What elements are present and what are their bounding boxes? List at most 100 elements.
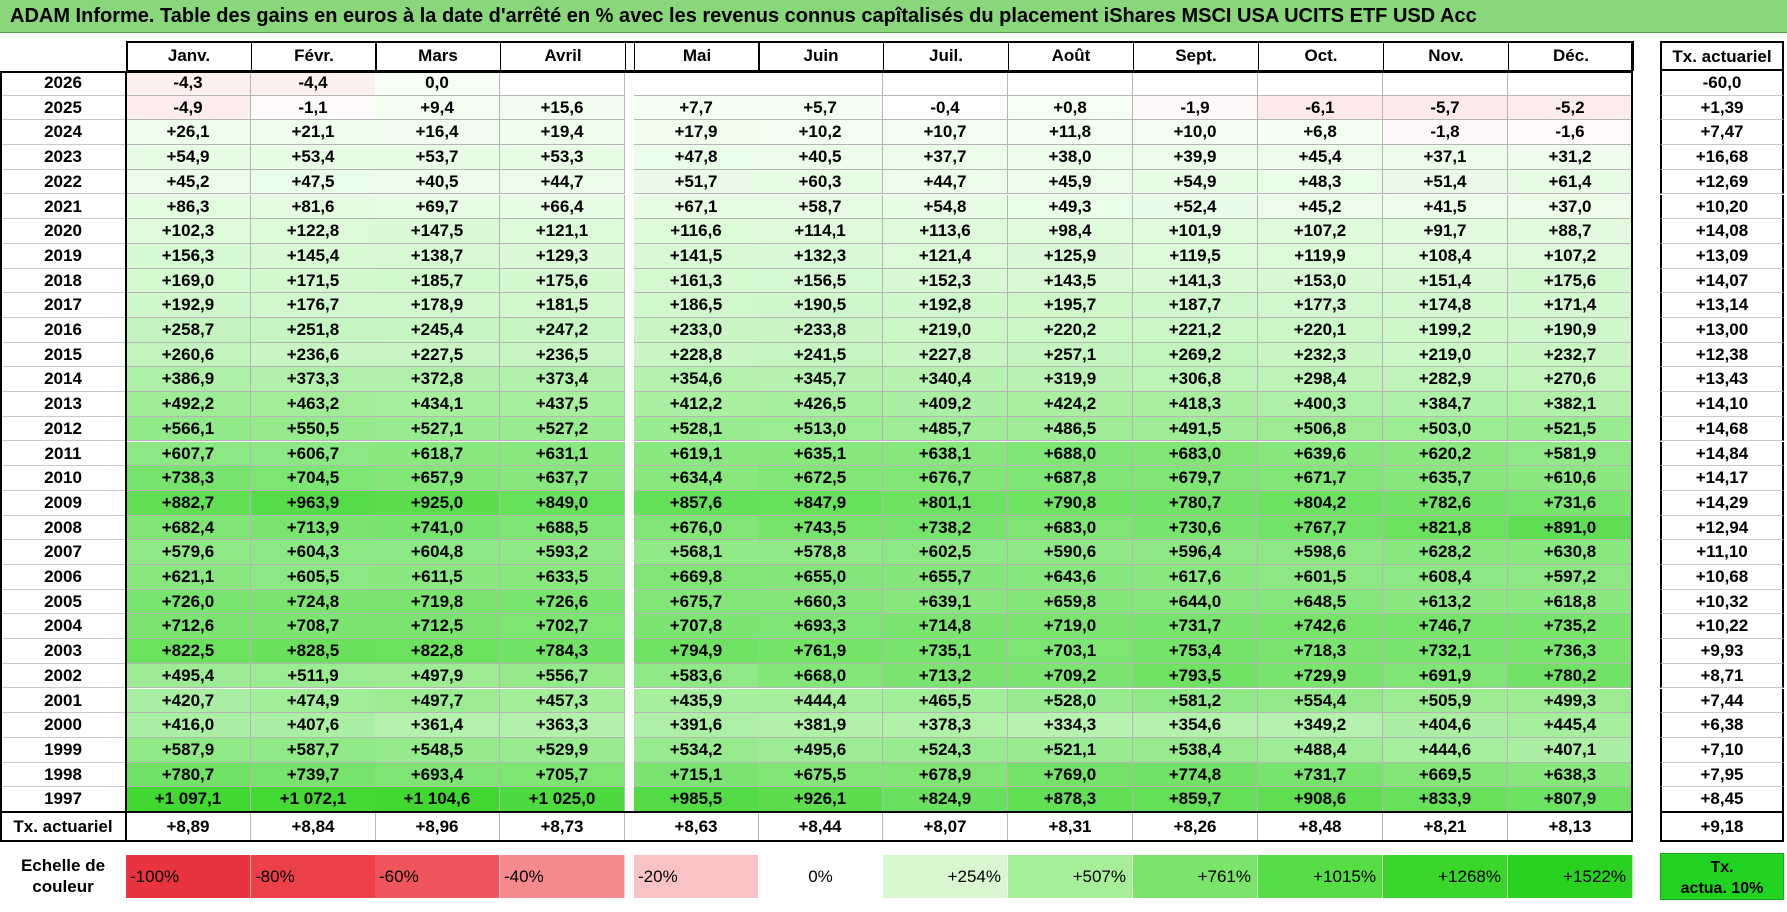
gain-cell: +39,9 (1133, 145, 1258, 170)
gain-cell: +221,2 (1133, 318, 1258, 343)
gain-cell: +122,8 (251, 219, 376, 244)
gain-cell: +790,8 (1008, 490, 1133, 516)
gain-cell: +363,3 (500, 713, 625, 738)
gain-cell: +687,8 (1008, 466, 1133, 491)
gain-cell: +257,1 (1008, 342, 1133, 368)
actuarial-rate-cell: +14,10 (1660, 392, 1784, 417)
gain-cell: +635,1 (758, 441, 883, 467)
footer-rate-cell: +8,63 (634, 812, 759, 842)
gain-cell: +497,9 (375, 663, 500, 689)
gain-cell: +138,7 (375, 243, 500, 269)
year-label: 2000 (0, 713, 126, 738)
gain-cell: +742,6 (1258, 614, 1383, 640)
gain-cell: +119,9 (1258, 243, 1383, 269)
legend-label-line2: couleur (32, 877, 94, 896)
footer-rate-cell: +8,73 (500, 812, 625, 842)
gain-cell: +10,7 (883, 120, 1008, 146)
gain-cell: +648,5 (1258, 589, 1383, 615)
gain-cell: +849,0 (500, 490, 625, 516)
gain-cell: +195,7 (1008, 293, 1133, 318)
gain-cell: +503,0 (1383, 416, 1508, 442)
gain-cell: +708,7 (251, 614, 376, 640)
gain-cell: +611,5 (375, 565, 500, 590)
gain-cell: +556,7 (500, 663, 625, 689)
gain-cell: +847,9 (758, 490, 883, 516)
gain-cell: +171,4 (1508, 293, 1633, 318)
gain-cell: -1,9 (1133, 95, 1258, 121)
gain-cell: +44,7 (883, 169, 1008, 195)
gain-cell: +16,4 (375, 120, 500, 146)
gain-cell: +227,8 (883, 342, 1008, 368)
legend-step: -20% (634, 855, 759, 898)
gain-cell: +306,8 (1133, 367, 1258, 393)
actuarial-rate-cell: +7,44 (1660, 688, 1784, 714)
gain-cell: +633,5 (500, 565, 625, 590)
gain-cell: +527,2 (500, 416, 625, 442)
gain-cell: +807,9 (1508, 787, 1633, 812)
legend-step: +1015% (1258, 855, 1383, 898)
actuarial-rate-cell: +8,71 (1660, 663, 1784, 689)
month-header: Juin (758, 41, 884, 71)
gain-cell: +114,1 (758, 219, 883, 244)
month-header: Sept. (1133, 41, 1259, 71)
actuarial-rate-cell: +12,69 (1660, 169, 1784, 195)
gain-cell: +878,3 (1008, 787, 1133, 812)
gain-cell: +693,4 (375, 762, 500, 788)
gain-cell: +782,6 (1383, 490, 1508, 516)
gain-cell: +236,6 (251, 342, 376, 368)
year-label: 2004 (0, 614, 126, 640)
gain-cell: +891,0 (1508, 515, 1633, 541)
legend-step: -100% (126, 855, 251, 898)
gain-cell: +282,9 (1383, 367, 1508, 393)
gain-cell: +505,9 (1383, 688, 1508, 714)
gain-cell: +743,5 (758, 515, 883, 541)
month-header: Mai (634, 41, 760, 71)
actuarial-rate-cell: +10,32 (1660, 589, 1784, 615)
gain-cell: +40,5 (758, 145, 883, 170)
gain-cell: +579,6 (126, 540, 251, 565)
gain-cell: +340,4 (883, 367, 1008, 393)
gain-cell: +780,2 (1508, 663, 1633, 689)
gain-cell (1008, 71, 1133, 96)
gain-cell (1383, 71, 1508, 96)
gain-cell: +583,6 (634, 663, 759, 689)
gain-cell: +707,8 (634, 614, 759, 640)
gain-cell: +1 025,0 (500, 787, 625, 812)
gain-cell: -6,1 (1258, 95, 1383, 121)
gain-cell: +186,5 (634, 293, 759, 318)
gain-cell: +132,3 (758, 243, 883, 269)
gain-cell: +638,3 (1508, 762, 1633, 788)
gain-cell: +81,6 (251, 194, 376, 220)
gain-cell: +156,3 (126, 243, 251, 269)
gain-cell: +465,5 (883, 688, 1008, 714)
gain-cell: +54,9 (126, 145, 251, 170)
gain-cell: +735,1 (883, 639, 1008, 664)
gain-cell: +638,1 (883, 441, 1008, 467)
gain-cell: +88,7 (1508, 219, 1633, 244)
gain-cell: +590,6 (1008, 540, 1133, 565)
gain-cell: -4,9 (126, 95, 251, 121)
gain-cell: +444,4 (758, 688, 883, 714)
gain-cell: +141,3 (1133, 268, 1258, 294)
gain-cell: +499,3 (1508, 688, 1633, 714)
gain-cell: +418,3 (1133, 392, 1258, 417)
gain-cell: +529,9 (500, 737, 625, 763)
gain-cell: +175,6 (1508, 268, 1633, 294)
footer-separator (0, 811, 1633, 813)
page-title: ADAM Informe. Table des gains en euros à… (0, 0, 1787, 33)
gain-cell: +116,6 (634, 219, 759, 244)
gain-cell: +373,3 (251, 367, 376, 393)
gain-cell: +269,2 (1133, 342, 1258, 368)
gain-cell: +741,0 (375, 515, 500, 541)
gain-cell: +548,5 (375, 737, 500, 763)
gain-cell: +270,6 (1508, 367, 1633, 393)
year-label: 2011 (0, 442, 126, 467)
gain-cell: +345,7 (758, 367, 883, 393)
year-label: 2026 (0, 71, 126, 96)
gain-cell: +729,9 (1258, 663, 1383, 689)
gain-cell: +66,4 (500, 194, 625, 220)
gain-cell: +631,1 (500, 441, 625, 467)
gain-cell: +610,6 (1508, 466, 1633, 491)
gain-cell: +121,1 (500, 219, 625, 244)
gain-cell: +613,2 (1383, 589, 1508, 615)
